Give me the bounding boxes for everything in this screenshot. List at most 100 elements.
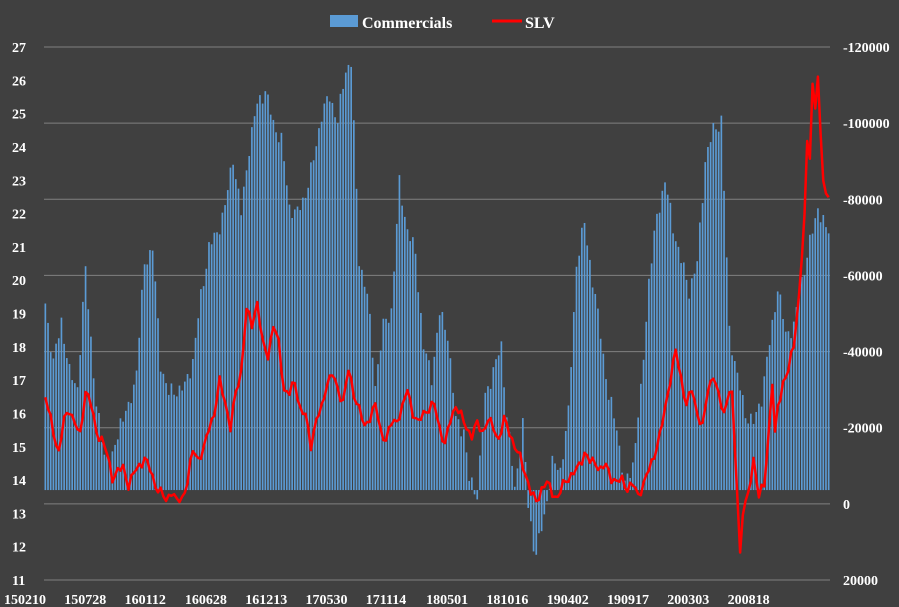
commercials-bar: [489, 388, 492, 491]
commercials-bar: [138, 337, 141, 491]
commercials-bar: [819, 222, 822, 491]
commercials-bar: [484, 392, 487, 491]
commercials-bar: [811, 233, 814, 491]
commercials-bar: [401, 205, 403, 491]
commercials-bar: [149, 250, 151, 491]
right-tick-label: 20000: [843, 574, 878, 589]
right-tick-label: 0: [843, 498, 850, 513]
commercials-bar: [205, 268, 208, 491]
commercials-bar: [634, 443, 637, 491]
commercials-bar: [806, 257, 809, 491]
left-tick-label: 14: [12, 474, 26, 489]
commercials-bar: [299, 210, 302, 491]
commercials-bar: [119, 418, 122, 491]
left-tick-label: 21: [12, 241, 26, 256]
commercials-bar: [481, 430, 484, 491]
commercials-bar: [430, 385, 433, 491]
commercials-bar: [559, 467, 562, 491]
commercials-bar: [184, 381, 186, 491]
commercials-bar: [594, 293, 597, 491]
commercials-bar: [44, 303, 47, 491]
left-tick-label: 18: [12, 341, 26, 356]
commercials-bar: [154, 281, 157, 491]
commercials-bar: [334, 117, 336, 491]
x-tick-label: 171114: [366, 593, 406, 607]
commercials-bar: [127, 401, 130, 491]
commercials-bar: [632, 462, 634, 491]
commercials-bar: [312, 160, 315, 491]
commercials-bar: [409, 241, 411, 491]
commercials-bar: [178, 385, 181, 491]
commercials-bar: [479, 455, 481, 491]
commercials-bar: [637, 417, 640, 491]
commercials-bar: [111, 451, 114, 491]
commercials-bar: [454, 416, 457, 491]
commercials-bar: [420, 312, 422, 491]
commercials-bar: [747, 423, 750, 491]
commercials-bar: [532, 490, 535, 552]
commercials-bar: [766, 356, 768, 491]
legend-swatch-commercials: [330, 15, 358, 27]
x-tick-label: 170530: [306, 593, 348, 607]
commercials-bar: [232, 164, 234, 491]
commercials-bar: [744, 418, 747, 491]
right-axis-ticks: -120000 -100000 -80000 -60000 -40000 -20000 0 2…: [843, 41, 890, 589]
commercials-bar: [82, 301, 84, 491]
commercials-bar: [602, 353, 605, 491]
left-tick-label: 23: [12, 174, 26, 189]
commercials-bar: [100, 442, 103, 491]
commercials-bar: [605, 379, 607, 491]
commercials-bar: [715, 129, 717, 491]
left-tick-label: 15: [12, 441, 26, 456]
commercials-bar: [691, 278, 693, 491]
commercials-bar: [615, 430, 618, 491]
commercials-bar: [403, 216, 406, 491]
slv-line-path: [44, 75, 830, 554]
commercials-bar: [471, 477, 473, 491]
commercials-bar: [141, 289, 143, 491]
commercials-bar: [366, 293, 369, 491]
commercials-bar: [146, 264, 149, 491]
commercials-bar: [599, 338, 602, 491]
left-tick-label: 26: [12, 74, 26, 89]
left-tick-label: 24: [12, 141, 26, 156]
commercials-bar: [798, 298, 800, 491]
commercials-bar: [763, 376, 766, 491]
x-tick-label: 181016: [486, 593, 528, 607]
commercials-bar: [186, 374, 189, 491]
commercials-bar: [395, 223, 398, 491]
commercials-bar: [725, 257, 728, 491]
commercials-bar: [218, 234, 221, 491]
commercials-bar: [369, 313, 371, 491]
commercials-bar: [578, 255, 581, 491]
commercials-bar: [468, 480, 471, 491]
commercials-bar: [326, 96, 328, 491]
x-tick-label: 190917: [607, 593, 649, 607]
commercials-bar: [234, 179, 237, 491]
commercials-bar: [103, 454, 106, 491]
commercials-bar: [433, 356, 436, 491]
gridlines: [44, 46, 830, 581]
right-tick-label: -100000: [843, 117, 890, 132]
commercials-bar: [674, 241, 677, 491]
commercials-bar: [347, 64, 350, 491]
legend-label-slv: SLV: [525, 15, 555, 32]
commercials-bar: [666, 194, 669, 491]
commercials-bar: [597, 308, 599, 491]
commercials-bar: [589, 259, 591, 491]
commercials-bar: [84, 266, 87, 491]
left-tick-label: 19: [12, 308, 26, 323]
commercials-bar: [422, 349, 425, 491]
commercials-bar: [361, 269, 363, 491]
commercials-bar: [248, 155, 251, 491]
right-tick-label: -20000: [843, 422, 883, 437]
commercials-bar: [562, 459, 564, 491]
commercials-bar: [355, 188, 358, 491]
commercials-bar: [95, 406, 98, 491]
commercials-bar: [175, 396, 178, 491]
commercials-bars: [44, 64, 830, 555]
commercials-bar: [538, 490, 540, 534]
commercials-bar: [336, 123, 339, 491]
commercials-bar: [68, 364, 71, 491]
commercials-bar: [626, 473, 629, 491]
